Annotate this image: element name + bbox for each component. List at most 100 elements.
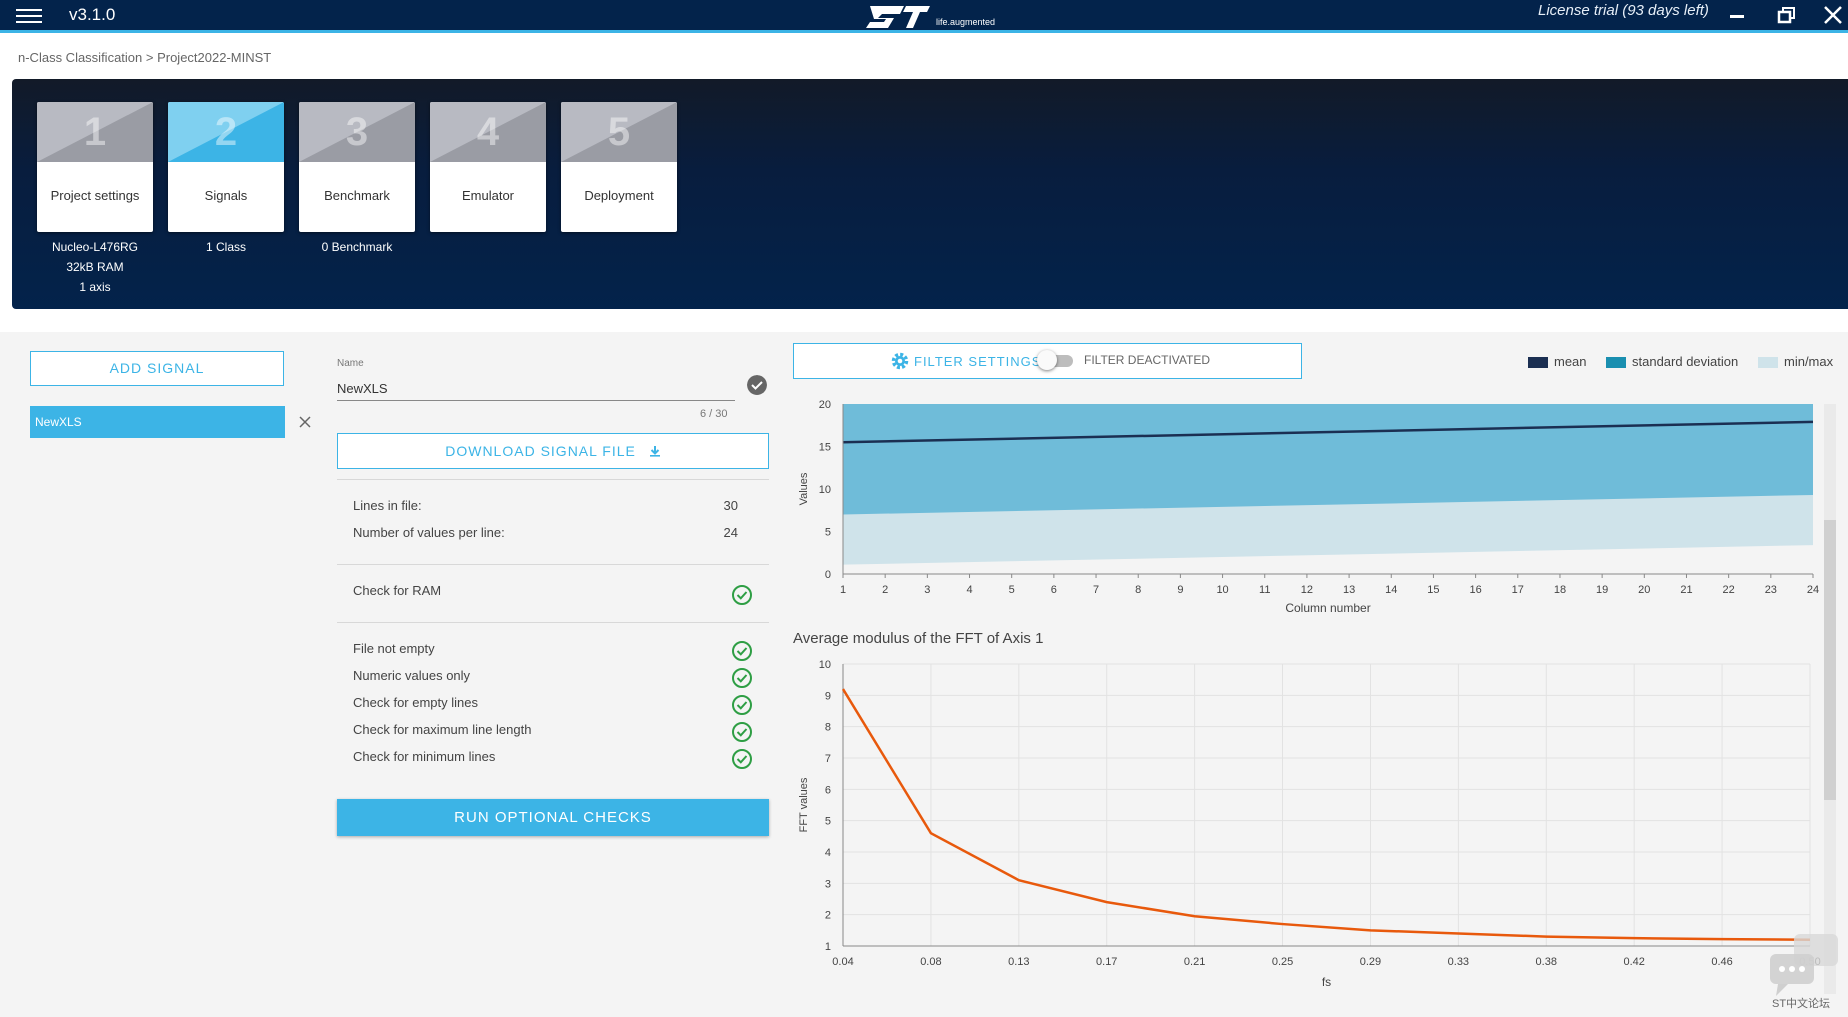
x-tick-label: 24 (1807, 584, 1819, 596)
app-version: v3.1.0 (69, 5, 116, 24)
check-ok-icon (732, 585, 752, 605)
check-item-label: Check for minimum lines (353, 749, 496, 764)
step-label: Benchmark (324, 188, 390, 203)
file-checks-section: File not empty Numeric values only Check… (337, 622, 769, 789)
x-tick-label: 6 (1051, 584, 1057, 596)
y-tick-label: 3 (825, 878, 831, 890)
step-benchmark[interactable]: 3 Benchmark (299, 102, 415, 232)
x-tick-label: 0.08 (920, 956, 941, 968)
remove-signal-icon[interactable] (297, 414, 313, 430)
step-project-settings[interactable]: 1 Project settings (37, 102, 153, 232)
x-tick-label: 0.13 (1008, 956, 1029, 968)
check-ok-icon (732, 695, 752, 715)
x-tick-label: 8 (1135, 584, 1141, 596)
filter-toggle[interactable] (1037, 350, 1077, 370)
y-tick-label: 10 (819, 659, 831, 671)
breadcrumb[interactable]: n-Class Classification > Project2022-MIN… (18, 50, 272, 65)
filter-status-label: FILTER DEACTIVATED (1084, 353, 1211, 367)
license-status: License trial (93 days left) (1538, 2, 1709, 19)
step-benchmark-info: 0 Benchmark (321, 240, 393, 254)
lines-in-file-label: Lines in file: (353, 498, 422, 513)
x-tick-label: 14 (1385, 584, 1397, 596)
fft-chart: 1 2 3 4 5 6 7 8 9 10 0.04 0.08 0.13 0.17 0.21 0.25 0.29 0… (798, 659, 1821, 989)
scrollbar-thumb[interactable] (1824, 520, 1836, 800)
check-ok-icon (732, 641, 752, 661)
check-ok-icon (732, 668, 752, 688)
legend-swatch (1606, 357, 1626, 369)
legend-minmax: min/max (1758, 354, 1833, 369)
x-tick-label: 2 (882, 584, 888, 596)
x-tick-label: 23 (1765, 584, 1777, 596)
x-tick-label: 0.21 (1184, 956, 1205, 968)
step-signals-info: 1 Class (205, 240, 246, 254)
x-tick-label: 3 (924, 584, 930, 596)
x-axis-label: Column number (1285, 601, 1370, 615)
step-number: 3 (345, 110, 369, 154)
restore-icon[interactable] (1774, 3, 1800, 27)
check-ok-icon (732, 749, 752, 769)
y-tick-label: 5 (825, 816, 831, 828)
y-tick-label: 20 (819, 399, 831, 411)
step-deployment[interactable]: 5 Deployment (561, 102, 677, 232)
x-tick-label: 19 (1596, 584, 1608, 596)
check-item-label: Numeric values only (353, 668, 471, 683)
x-tick-label: 15 (1427, 584, 1439, 596)
x-tick-label: 0.38 (1536, 956, 1557, 968)
run-optional-checks-button[interactable]: RUN OPTIONAL CHECKS (337, 799, 769, 836)
legend-swatch (1758, 357, 1778, 369)
y-tick-label: 10 (819, 484, 831, 496)
x-tick-label: 0.46 (1711, 956, 1732, 968)
y-tick-label: 0 (825, 569, 831, 581)
signal-name-input[interactable] (337, 376, 735, 401)
legend-mean: mean (1528, 354, 1587, 369)
check-item-label: Check for maximum line length (353, 722, 532, 737)
x-tick-label: 0.25 (1272, 956, 1293, 968)
st-logo: life.augmented (866, 6, 995, 28)
watermark-text: ST中文论坛 (1772, 998, 1831, 1010)
check-circle-icon (747, 375, 767, 395)
minimize-icon[interactable] (1724, 3, 1750, 27)
y-tick-label: 4 (825, 847, 831, 859)
check-ok-icon (732, 722, 752, 742)
filter-settings-button[interactable]: FILTER SETTINGS (914, 354, 1042, 369)
x-tick-label: 0.33 (1448, 956, 1469, 968)
download-signal-file-button[interactable]: DOWNLOAD SIGNAL FILE (337, 433, 769, 469)
chat-bubble-icon (1770, 934, 1838, 996)
step-number: 1 (83, 110, 107, 154)
values-per-line-value: 24 (723, 525, 738, 540)
x-tick-label: 4 (966, 584, 972, 596)
x-tick-label: 0.42 (1623, 956, 1644, 968)
name-field-label: Name (337, 358, 364, 369)
x-tick-label: 12 (1301, 584, 1313, 596)
y-tick-label: 2 (825, 910, 831, 922)
workflow-stepper: 1 Project settings Nucleo-L476RG 32kB RAM… (12, 79, 1848, 309)
download-icon (649, 446, 660, 457)
y-tick-label: 8 (825, 722, 831, 734)
menu-icon[interactable] (16, 5, 42, 27)
add-signal-button[interactable]: ADD SIGNAL (30, 351, 284, 386)
x-tick-label: 17 (1512, 584, 1524, 596)
y-axis-label: Values (798, 472, 810, 505)
ram-check-label: Check for RAM (353, 583, 442, 598)
name-char-counter: 6 / 30 (700, 408, 728, 420)
signal-list-item[interactable]: NewXLS (30, 406, 285, 438)
fft-chart-title: Average modulus of the FFT of Axis 1 (793, 630, 1044, 647)
step-label: Emulator (461, 188, 515, 203)
close-window-icon[interactable] (1820, 3, 1846, 27)
x-tick-label: 16 (1469, 584, 1481, 596)
x-axis-label: fs (1322, 975, 1331, 989)
mean-line (842, 420, 1814, 444)
x-tick-label: 13 (1343, 584, 1355, 596)
check-item-label: Check for empty lines (353, 695, 478, 710)
y-tick-label: 5 (825, 527, 831, 539)
step-number: 4 (476, 110, 500, 154)
step-signals[interactable]: 2 Signals (168, 102, 284, 232)
values-per-line-label: Number of values per line: (353, 525, 505, 540)
x-tick-label: 20 (1638, 584, 1650, 596)
gear-icon[interactable] (890, 351, 910, 371)
step-emulator[interactable]: 4 Emulator (430, 102, 546, 232)
y-tick-label: 15 (819, 442, 831, 454)
filter-bar: FILTER SETTINGS FILTER DEACTIVATED (793, 343, 1302, 379)
x-tick-label: 0.29 (1360, 956, 1381, 968)
step-project-settings-info: Nucleo-L476RG 32kB RAM 1 axis (51, 240, 139, 294)
